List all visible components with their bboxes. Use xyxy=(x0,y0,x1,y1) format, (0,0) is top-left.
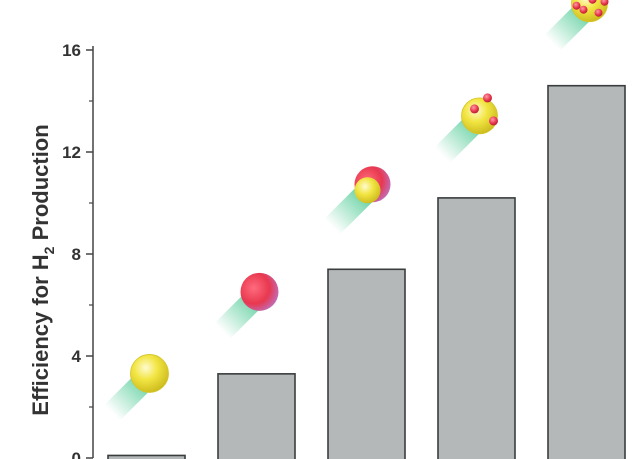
y-tick-label: 0 xyxy=(72,449,81,459)
nanorod-red-sphere-icon xyxy=(215,272,279,338)
bar xyxy=(327,268,406,459)
nanorod-yellow-red-core-shell-icon xyxy=(325,166,391,234)
y-tick-label: 16 xyxy=(62,41,81,60)
red-dot xyxy=(600,0,609,6)
y-tick-label: 8 xyxy=(72,245,81,264)
bar xyxy=(107,454,186,459)
y-axis-label: Efficiency for H2 Production xyxy=(28,124,57,415)
nanorod-yellow-sphere-with-many-red-dots-icon xyxy=(545,0,609,50)
y-axis: 0 4 8 12 16 xyxy=(62,41,94,459)
red-dot xyxy=(470,104,479,114)
red-dot xyxy=(489,116,498,126)
nanorod-yellow-sphere-with-red-dots-icon xyxy=(435,93,498,162)
yellow-core-sphere xyxy=(354,177,381,204)
bar xyxy=(217,373,296,459)
red-dot xyxy=(594,8,603,17)
red-dot xyxy=(572,1,581,10)
bar xyxy=(547,84,626,459)
red-dot xyxy=(483,93,492,103)
red-sphere xyxy=(240,272,279,311)
yellow-sphere xyxy=(461,97,498,135)
illustrations xyxy=(105,0,609,420)
bar xyxy=(437,197,516,459)
y-tick-label: 12 xyxy=(62,143,81,162)
bars xyxy=(107,84,626,459)
yellow-sphere xyxy=(130,354,169,393)
nanorod-yellow-sphere-icon xyxy=(105,354,169,420)
y-tick-label: 4 xyxy=(72,347,82,366)
red-dot xyxy=(579,5,588,14)
red-dot xyxy=(588,0,597,4)
